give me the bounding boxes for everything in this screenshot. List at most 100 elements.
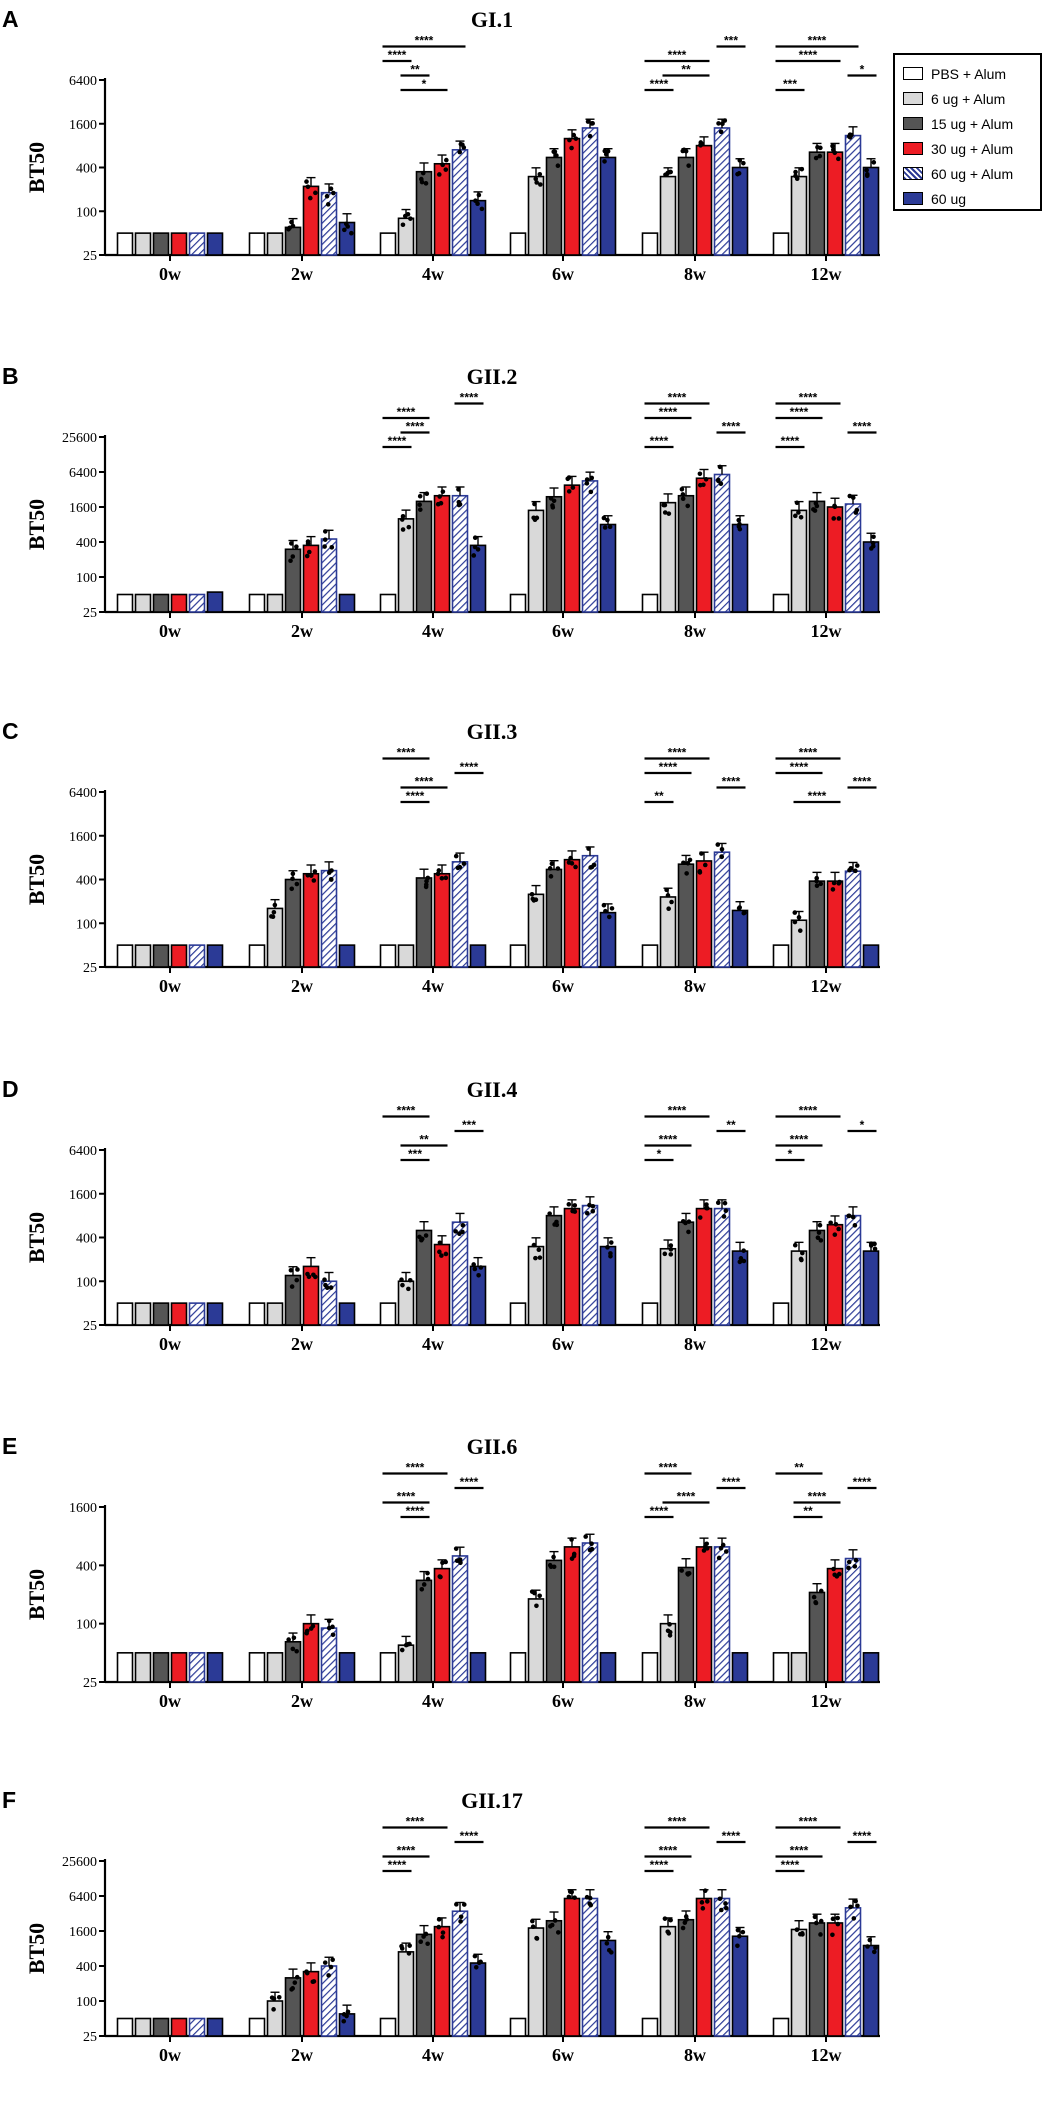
data-point [741, 1248, 746, 1253]
data-point [405, 212, 411, 217]
data-point [864, 171, 870, 177]
significance-label: **** [406, 1461, 425, 1475]
bar [826, 1922, 844, 2037]
data-point [534, 180, 539, 185]
data-point [736, 517, 742, 523]
data-point [537, 171, 543, 177]
significance-label: **** [790, 760, 809, 774]
significance-label: **** [659, 1133, 678, 1147]
data-point [439, 1253, 444, 1258]
y-tick-label: 100 [76, 571, 97, 586]
data-point [399, 1277, 404, 1283]
data-point [271, 1996, 277, 2001]
data-point [740, 1929, 746, 1935]
bar [206, 1652, 224, 1683]
data-point [454, 1902, 459, 1907]
data-point [662, 510, 668, 515]
x-tick-label: 12w [811, 976, 842, 996]
data-point [867, 1937, 873, 1943]
significance-label: * [860, 63, 865, 77]
data-point [717, 1896, 723, 1902]
x-tick-label: 0w [159, 1691, 181, 1711]
data-point [799, 1250, 805, 1256]
x-tick-label: 4w [422, 1334, 444, 1354]
bar [527, 1598, 545, 1683]
significance-label: **** [397, 405, 416, 419]
y-tick-label: 25 [83, 961, 97, 976]
data-point [444, 157, 449, 163]
data-point [440, 1560, 445, 1566]
x-tick-label: 4w [422, 1691, 444, 1711]
data-point [537, 1593, 542, 1599]
data-point [871, 1949, 877, 1955]
bar [116, 944, 134, 968]
data-point [663, 172, 668, 178]
data-point [717, 464, 723, 470]
bar [116, 593, 134, 613]
bar [379, 944, 397, 968]
significance-label: **** [722, 1829, 741, 1843]
data-point [605, 517, 610, 523]
chart-title: GII.17 [461, 1788, 523, 1813]
data-point [686, 1229, 691, 1235]
bar [509, 2017, 527, 2037]
data-point [471, 553, 477, 558]
x-tick-label: 2w [291, 264, 313, 284]
bar [451, 1555, 469, 1683]
bar [379, 2017, 397, 2037]
significance-label: ** [654, 789, 664, 803]
data-point [453, 853, 459, 859]
data-point [292, 1980, 298, 1985]
bar [248, 1302, 266, 1326]
bar [862, 1250, 880, 1326]
data-point [399, 517, 405, 522]
data-point [722, 1200, 728, 1206]
bar [188, 593, 206, 613]
data-point [835, 1921, 841, 1927]
data-point [683, 1220, 688, 1226]
data-point [443, 1251, 449, 1257]
data-point [312, 1274, 318, 1280]
data-point [846, 134, 852, 139]
data-point [328, 1964, 334, 1970]
data-point [828, 1220, 833, 1226]
data-point [531, 898, 537, 903]
chart-title: GII.3 [467, 719, 518, 744]
panel-letter: C [2, 718, 19, 744]
data-point [417, 502, 422, 508]
data-point [272, 902, 278, 908]
data-point [304, 1628, 310, 1634]
data-point [547, 1211, 552, 1216]
significance-label: **** [668, 1815, 687, 1829]
data-point [699, 851, 704, 856]
significance-label: **** [460, 1829, 479, 1843]
data-point [534, 1603, 539, 1609]
chart-title: GII.2 [467, 364, 518, 389]
data-point [833, 1221, 839, 1227]
significance-label: **** [853, 775, 872, 789]
bar [170, 1302, 188, 1326]
data-point [453, 1229, 458, 1234]
legend-item: PBS + Alum [903, 61, 1034, 86]
data-point [311, 878, 317, 883]
bar [116, 1652, 134, 1683]
significance-label: **** [799, 391, 818, 405]
bar [545, 1919, 563, 2037]
bar [379, 232, 397, 256]
y-axis-label: BT50 [24, 499, 49, 550]
y-tick-label: 100 [76, 1618, 97, 1633]
data-point [720, 1542, 726, 1548]
data-point [478, 1959, 483, 1965]
data-point [591, 862, 597, 868]
data-point [798, 1256, 804, 1262]
data-point [423, 882, 429, 887]
bar [170, 944, 188, 968]
data-point [533, 176, 539, 182]
x-tick-label: 8w [684, 2045, 706, 2065]
bar [379, 1652, 397, 1683]
x-tick-label: 8w [684, 264, 706, 284]
y-tick-label: 25 [83, 606, 97, 621]
data-point [685, 503, 691, 509]
data-point [304, 1970, 310, 1976]
y-tick-label: 1600 [69, 830, 97, 845]
